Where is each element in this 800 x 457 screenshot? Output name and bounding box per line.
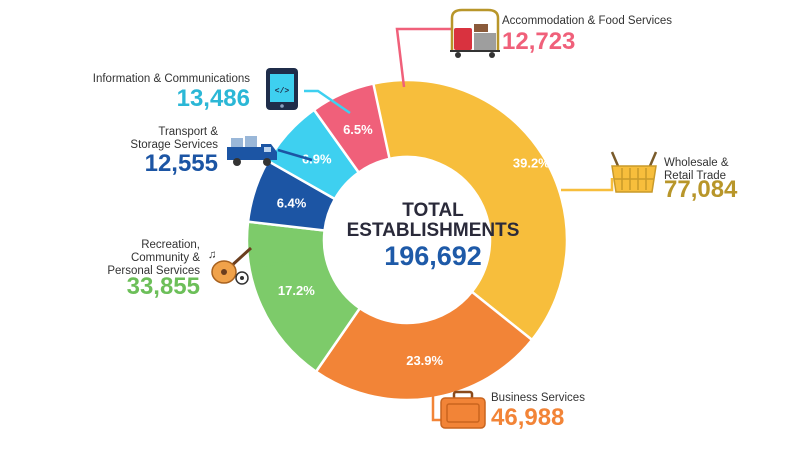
category-label: Accommodation & Food Services — [502, 15, 672, 27]
cart-frame — [450, 8, 500, 50]
music-note-icon: ♫ — [208, 249, 217, 261]
category-label: Retail Trade — [664, 170, 726, 182]
category-value: 33,855 — [127, 273, 200, 300]
category-label: Transport & — [158, 126, 218, 138]
guitar-hole — [221, 269, 227, 275]
donut-hole — [325, 158, 489, 322]
callout-line — [257, 260, 291, 268]
category-value: 12,555 — [145, 150, 218, 177]
category-value: 12,723 — [502, 28, 575, 55]
slice-percent-label: 17.2% — [278, 283, 315, 298]
category-label: Business Services — [491, 392, 585, 404]
callout-line — [561, 178, 614, 192]
cart-wheel — [455, 52, 461, 58]
guitar-icon: ♫ — [208, 246, 253, 285]
category-label: Community & — [131, 252, 200, 264]
center-title-line: ESTABLISHMENTS — [347, 220, 520, 241]
callout-line — [304, 89, 351, 115]
category-label: Information & Communications — [93, 73, 250, 85]
briefcase-icon — [440, 390, 486, 429]
shopping-basket-icon — [610, 151, 658, 193]
tablet-screen — [270, 74, 294, 102]
slice-1 — [314, 290, 534, 402]
suitcase — [454, 28, 472, 50]
slice-percent-label: 6.5% — [343, 122, 373, 137]
case — [474, 33, 496, 50]
category-value: 13,486 — [177, 85, 250, 112]
tablet-code-icon: </> — [266, 68, 298, 110]
slice-percent-label: 39.2% — [513, 155, 550, 170]
callout-line — [277, 148, 313, 162]
tablet-button — [280, 104, 284, 108]
truck-wheel — [233, 158, 241, 166]
center-title-line: TOTAL — [402, 200, 464, 221]
center-total: 196,692 — [384, 241, 482, 271]
basket-handle — [610, 151, 658, 167]
category-value: 77,084 — [664, 176, 738, 203]
slice-percent-label: 6.9% — [302, 152, 332, 167]
truck-icon — [227, 136, 277, 166]
cargo-box — [231, 138, 243, 147]
truck-bed — [227, 147, 261, 160]
category-value: 46,988 — [491, 404, 564, 431]
category-label: Recreation, — [141, 239, 200, 251]
briefcase-panel — [446, 403, 480, 423]
truck-window — [264, 147, 271, 152]
bag — [474, 24, 488, 32]
callout-line — [419, 390, 442, 422]
category-label: Wholesale & — [664, 157, 729, 169]
slice-percent-label: 6.4% — [277, 195, 307, 210]
cargo-box — [245, 136, 257, 147]
code-glyph: </> — [275, 87, 290, 96]
cart-wheel — [489, 52, 495, 58]
luggage-cart-icon — [450, 8, 500, 58]
briefcase-body — [440, 397, 486, 429]
soccer-ball-patch — [240, 276, 244, 280]
slice-percent-label: 23.9% — [406, 353, 443, 368]
category-label: Personal Services — [107, 265, 200, 277]
callout-line — [395, 27, 452, 88]
slice-2 — [245, 220, 362, 374]
category-label: Storage Services — [130, 139, 218, 151]
slice-0 — [370, 78, 569, 342]
truck-wheel — [263, 158, 271, 166]
